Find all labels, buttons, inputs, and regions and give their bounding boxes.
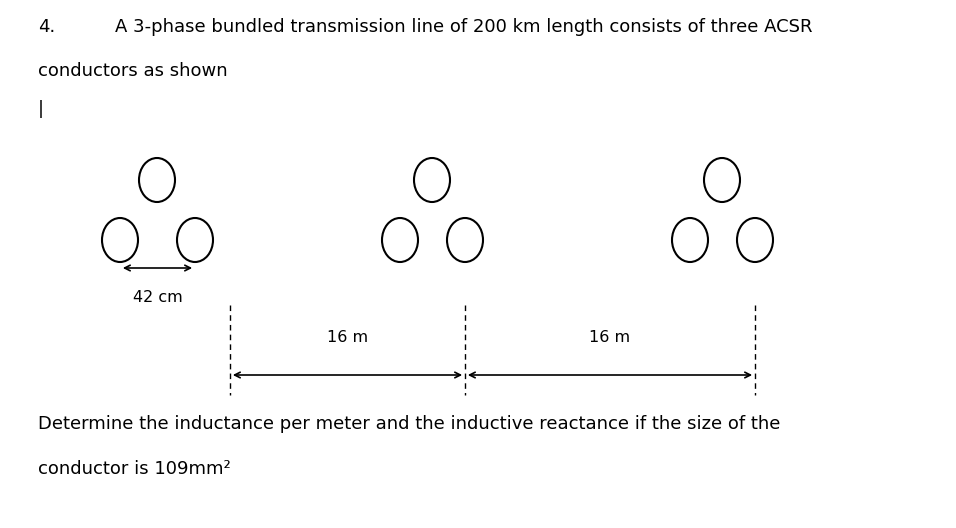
Text: A 3-phase bundled transmission line of 200 km length consists of three ACSR: A 3-phase bundled transmission line of 2… — [115, 18, 813, 36]
Text: 16 m: 16 m — [590, 330, 631, 345]
Text: conductors as shown: conductors as shown — [38, 62, 228, 80]
Text: |: | — [38, 100, 44, 118]
Text: 42 cm: 42 cm — [133, 290, 183, 305]
Text: conductor is 109mm²: conductor is 109mm² — [38, 460, 230, 478]
Text: 16 m: 16 m — [327, 330, 368, 345]
Text: 4.: 4. — [38, 18, 55, 36]
Text: Determine the inductance per meter and the inductive reactance if the size of th: Determine the inductance per meter and t… — [38, 415, 780, 433]
